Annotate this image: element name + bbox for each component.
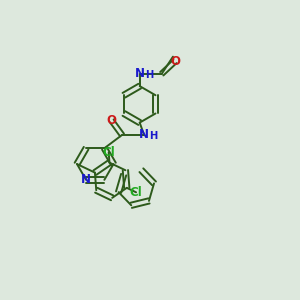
Text: H: H — [145, 70, 153, 80]
Text: O: O — [170, 55, 180, 68]
Text: O: O — [107, 114, 117, 127]
Text: Cl: Cl — [102, 146, 115, 159]
Text: N: N — [81, 173, 91, 186]
Text: N: N — [139, 128, 149, 142]
Text: Cl: Cl — [130, 186, 142, 199]
Text: H: H — [149, 131, 158, 142]
Text: N: N — [135, 67, 145, 80]
